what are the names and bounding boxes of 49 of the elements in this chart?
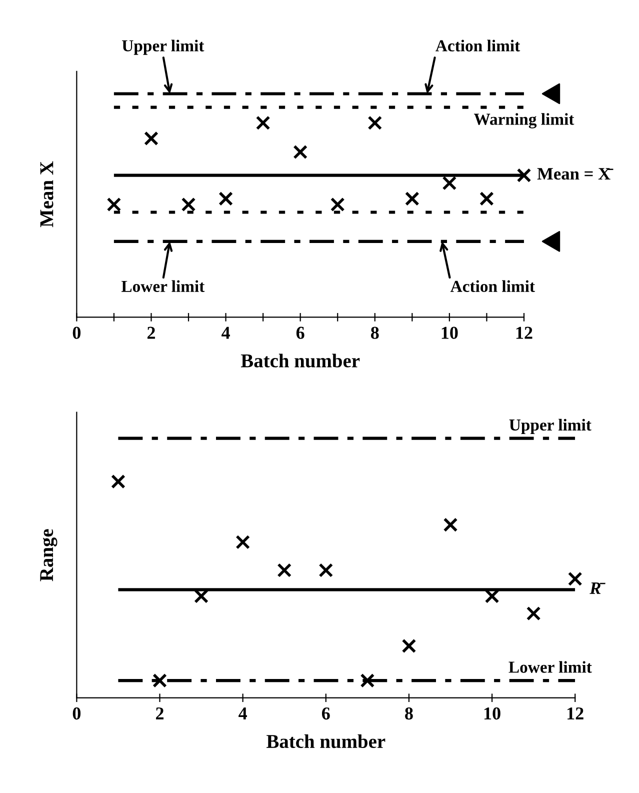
x-tick-label: 12 [516,326,532,339]
x-tick-label: 8 [370,326,379,339]
point [106,197,122,212]
x-tick-label: 8 [405,707,413,720]
annotation: Lower limit [121,280,205,292]
point [236,534,250,550]
point [568,572,582,586]
point [111,474,126,489]
point [443,518,458,532]
x-tick-label: 2 [147,326,155,339]
annotation: Upper limit [122,40,204,55]
x-tick-label: 10 [484,707,500,720]
point [368,116,382,130]
ref-line-label: Mean = X̄ [537,168,614,180]
x-tick-label: 4 [238,708,247,720]
x-tick-label: 6 [322,707,330,720]
annotation: Action limit [450,280,535,292]
point [516,168,532,183]
y-axis-title: Mean X [40,161,54,228]
annotation: Action limit [436,40,520,52]
point [480,191,494,206]
x-tick-label: 10 [442,326,458,339]
x-tick-label: 6 [296,326,304,339]
point [402,638,416,654]
point [404,191,420,206]
point [318,563,334,578]
point [277,563,292,578]
y-axis-title: Range [40,529,58,582]
x-tick-label: 12 [568,707,584,720]
point [360,673,375,688]
x-tick-label: 2 [156,707,164,720]
x-axis-title: Batch number [240,354,360,368]
ref-line-label: R̄ [590,582,606,594]
ref-line-label: Upper limit [509,418,592,434]
x-axis-title: Batch number [266,734,386,748]
point [442,176,457,190]
point [181,197,196,212]
x-tick-label: 4 [222,326,230,339]
ref-line-label: Warning limit [474,113,574,128]
x-tick-label: 0 [72,326,81,339]
point [293,144,308,160]
point [256,116,270,130]
point [144,131,158,146]
x-tick-label: 0 [72,707,81,720]
point [330,197,345,212]
point [218,191,233,206]
ref-line-label: Lower limit [508,661,592,673]
point [152,673,167,688]
point [526,606,541,621]
